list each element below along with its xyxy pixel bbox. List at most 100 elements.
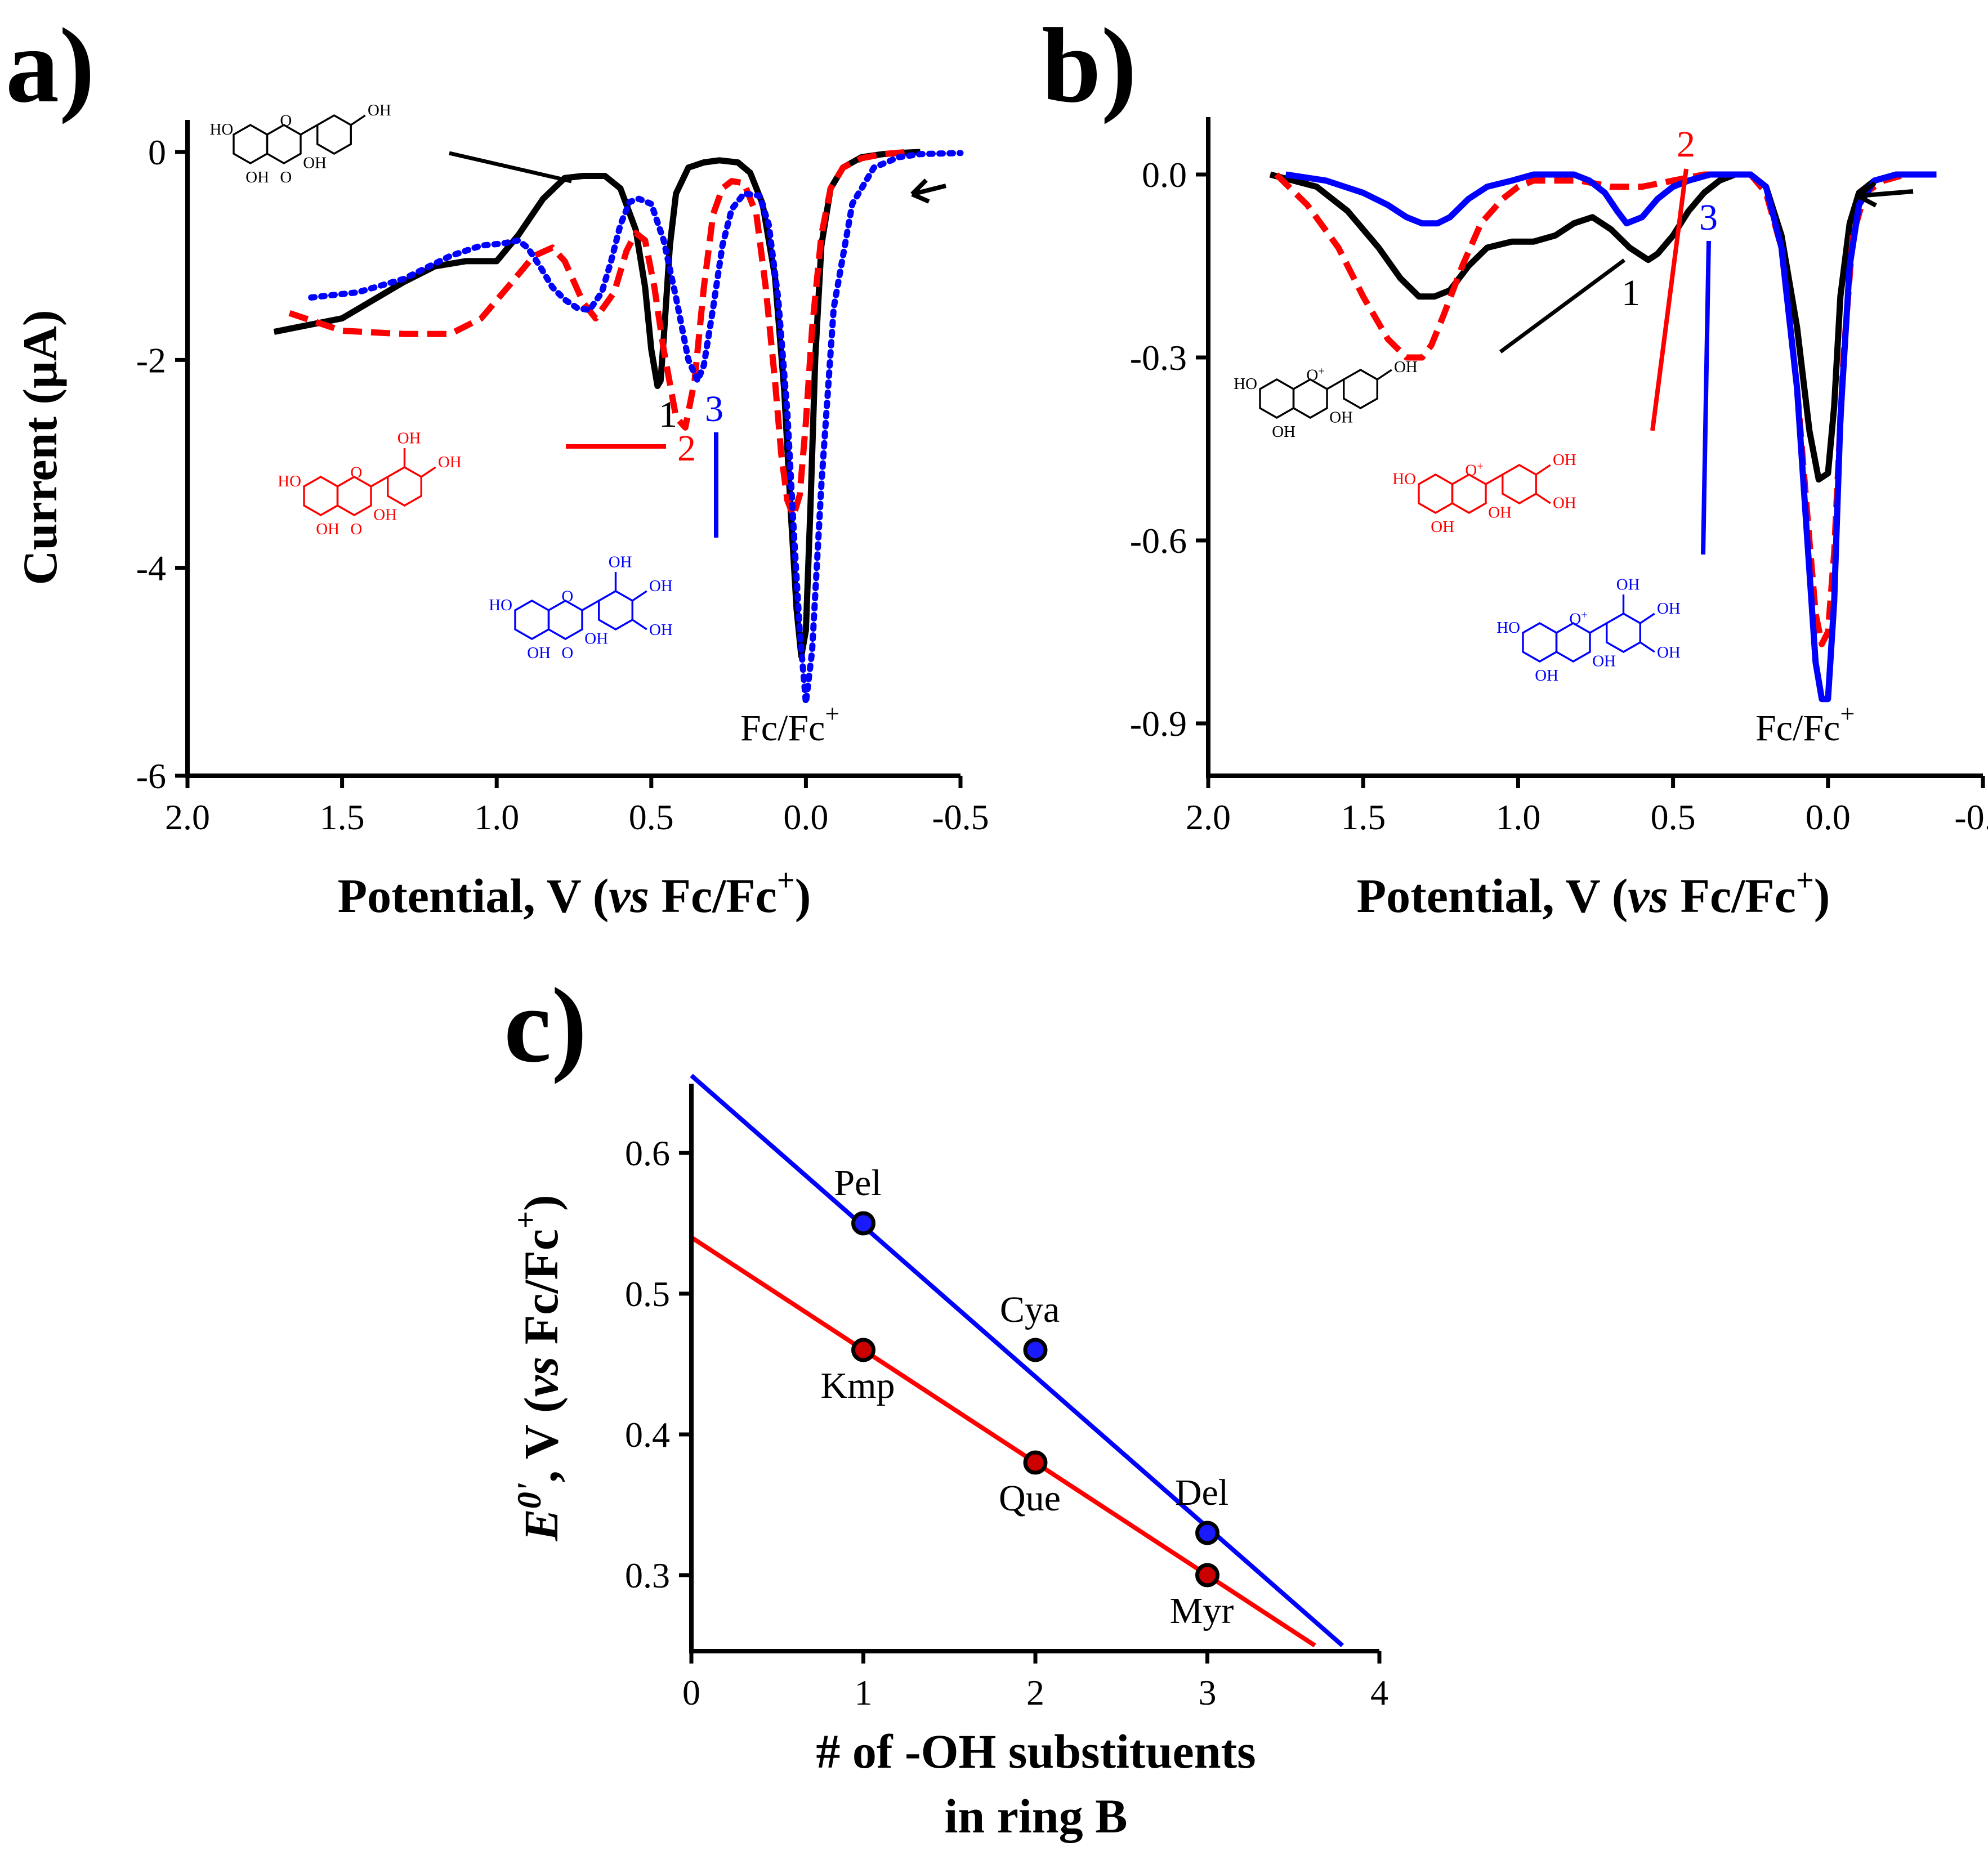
- svg-text:OH: OH: [1553, 451, 1576, 469]
- svg-text:OH: OH: [609, 553, 632, 571]
- panel-c-ylabel: E0', V (vs Fc/Fc+): [508, 1195, 568, 1541]
- panel-c-label-que: Que: [999, 1478, 1061, 1519]
- svg-text:OH: OH: [1272, 423, 1295, 441]
- panel-b-label-1: 1: [1621, 272, 1640, 314]
- panel-c-xtick-label: 3: [1199, 1673, 1217, 1713]
- svg-text:OH: OH: [438, 453, 462, 471]
- svg-text:OH: OH: [1431, 518, 1454, 536]
- svg-text:HO: HO: [1496, 619, 1520, 637]
- panel-b-pel-leader: [1499, 258, 1626, 354]
- panel-a-kmp-structure: HO OH OH OH O O: [210, 101, 391, 186]
- panel-c-point-pel: [851, 1211, 875, 1236]
- panel-a-label-3: 3: [705, 388, 723, 430]
- panel-b-series-3: [1285, 171, 1937, 703]
- svg-text:O: O: [350, 520, 362, 538]
- panel-c-point-que: [1023, 1450, 1048, 1475]
- panel-b-scan-arrow: [1856, 181, 1914, 208]
- svg-text:OH: OH: [1329, 409, 1353, 427]
- panel-b-ytick-label: -0.6: [1130, 521, 1187, 561]
- svg-text:OH: OH: [1616, 576, 1640, 594]
- svg-text:OH: OH: [303, 154, 327, 172]
- svg-text:O: O: [280, 112, 292, 130]
- panel-c-xlabel-line-1: # of -OH substituents: [816, 1724, 1256, 1778]
- svg-text:OH: OH: [1553, 494, 1576, 512]
- panel-a-series-1: [273, 149, 921, 660]
- panel-a-label-1: 1: [659, 394, 677, 435]
- panel-c-ytick-label: 0.3: [625, 1555, 670, 1595]
- panel-c-label-cya: Cya: [1000, 1289, 1060, 1330]
- svg-text:OH: OH: [649, 577, 673, 595]
- panel-a-ticks: 2.0 1.5 1.0 0.5 0.0 -0.5 0 -2 -4 -6: [136, 132, 989, 837]
- panel-c-ytick-label: 0.5: [625, 1274, 670, 1314]
- panel-c-fit-anthocyanidins: [690, 1074, 1344, 1648]
- svg-text:OH: OH: [397, 430, 421, 448]
- panel-b-xtick-label: -0.5: [1954, 797, 1988, 837]
- panel-c-label-pel: Pel: [834, 1162, 881, 1204]
- svg-text:O+: O+: [1465, 460, 1483, 480]
- svg-text:OH: OH: [1592, 652, 1616, 670]
- panel-a-que-structure: OH OH HO OH OH O O: [278, 430, 462, 539]
- panel-c-ytick-label: 0.4: [625, 1415, 670, 1455]
- panel-b-label: b): [1042, 7, 1137, 125]
- panel-c-xtick-label: 2: [1026, 1673, 1044, 1713]
- panel-b-label-2: 2: [1677, 124, 1695, 165]
- panel-c-point-myr: [1195, 1563, 1219, 1588]
- panel-b-series: [1269, 171, 1937, 703]
- panel-b-label-3: 3: [1699, 197, 1718, 238]
- panel-a-xlabel: Potential, V (vs Fc/Fc+): [338, 863, 811, 923]
- panel-b-xtick-label: 1.5: [1341, 797, 1386, 837]
- panel-c-xtick-label: 4: [1370, 1673, 1388, 1713]
- panel-a-series-2: [288, 149, 909, 519]
- svg-text:OH: OH: [1657, 643, 1681, 661]
- svg-text:OH: OH: [373, 506, 397, 524]
- panel-c-series: Pel Cya Del Kmp Que Myr: [690, 1074, 1344, 1648]
- panel-b: b) 2.0 1.5 1.0 0.5 0.0 -0.5 0.0 -0.3 -0.6 -0.9 Po…: [1042, 7, 1988, 923]
- panel-b-pel-structure: OH HO OH OH O+: [1234, 358, 1418, 441]
- panel-c-point-cya: [1023, 1338, 1048, 1362]
- panel-b-cya-leader: [1650, 168, 1688, 431]
- svg-text:OH: OH: [1488, 504, 1512, 522]
- panel-c-point-del: [1195, 1521, 1219, 1545]
- panel-a-xtick-label: 2.0: [165, 797, 210, 837]
- panel-c-xtick-label: 1: [855, 1673, 873, 1713]
- svg-text:O: O: [561, 588, 573, 606]
- panel-a-ytick-label: -2: [136, 340, 166, 380]
- panel-a-kmp-leader: [449, 151, 572, 184]
- panel-b-ytick-label: -0.3: [1130, 338, 1187, 378]
- panel-b-fc-label: Fc/Fc+: [1755, 699, 1855, 749]
- panel-a-ytick-label: 0: [148, 132, 166, 172]
- panel-b-ytick-label: -0.9: [1130, 704, 1187, 744]
- svg-text:OH: OH: [316, 520, 339, 538]
- svg-text:OH: OH: [1394, 358, 1418, 376]
- panel-b-xtick-label: 0.0: [1806, 797, 1851, 837]
- svg-text:OH: OH: [649, 621, 673, 639]
- panel-a-xtick-label: 1.0: [474, 797, 519, 837]
- panel-b-xtick-label: 0.5: [1651, 797, 1696, 837]
- panel-b-ytick-label: 0.0: [1142, 155, 1187, 195]
- panel-c-label: c): [504, 967, 587, 1085]
- panel-b-xtick-label: 1.0: [1495, 797, 1540, 837]
- panel-b-xlabel: Potential, V (vs Fc/Fc+): [1357, 863, 1830, 923]
- panel-b-xtick-label: 2.0: [1186, 797, 1231, 837]
- svg-text:O: O: [350, 464, 362, 482]
- panel-a-ytick-label: -6: [136, 756, 166, 796]
- panel-a-xtick-label: 0.5: [629, 797, 674, 837]
- panel-c-label-del: Del: [1175, 1472, 1228, 1513]
- panel-c-xlabel-line-2: in ring B: [945, 1789, 1128, 1843]
- svg-text:OH: OH: [245, 168, 269, 186]
- panel-b-cya-structure: OH OH HO OH OH O+: [1392, 451, 1576, 536]
- panel-b-del-structure: OH OH OH HO OH OH O+: [1496, 576, 1681, 685]
- panel-a-series: [273, 149, 964, 707]
- svg-text:O: O: [561, 644, 573, 662]
- panel-c-ticks: 0 1 2 3 4 0.3 0.4 0.5 0.6: [625, 1133, 1388, 1713]
- panel-a-fc-label: Fc/Fc+: [740, 699, 839, 749]
- svg-text:OH: OH: [527, 644, 551, 662]
- svg-text:O+: O+: [1569, 609, 1587, 628]
- panel-a-xtick-label: 1.5: [320, 797, 365, 837]
- panel-a-label-2: 2: [677, 428, 696, 469]
- panel-a-series-3: [308, 150, 964, 707]
- svg-text:HO: HO: [278, 472, 301, 490]
- panel-a-xtick-label: -0.5: [932, 797, 989, 837]
